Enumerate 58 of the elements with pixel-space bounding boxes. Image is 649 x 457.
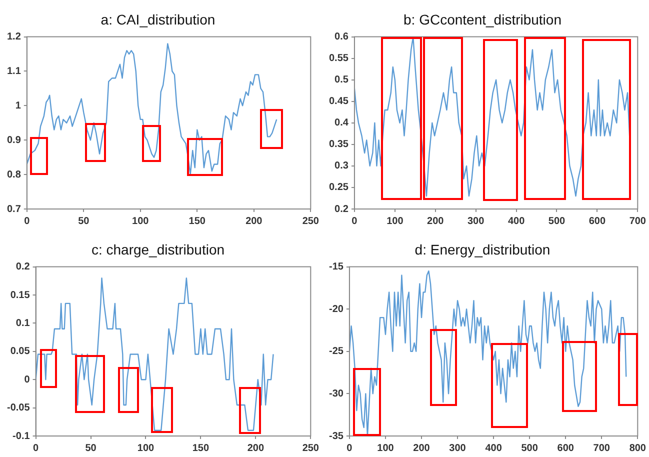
x-tick-label: 200 — [246, 216, 263, 227]
y-tick-label: 0.9 — [6, 134, 22, 146]
x-tick-label: 100 — [137, 442, 155, 454]
x-tick-label: 250 — [302, 442, 320, 454]
y-tick-label: -25 — [329, 346, 344, 358]
y-tick-label: 0.4 — [334, 118, 349, 129]
y-tick-label: 0.15 — [10, 290, 30, 301]
y-tick-label: 1.1 — [6, 66, 22, 77]
x-tick-label: 600 — [557, 442, 574, 454]
y-tick-label: -35 — [329, 430, 344, 442]
y-tick-label: -0.1 — [12, 430, 30, 442]
y-tick-label: 0.55 — [328, 53, 349, 64]
x-tick-label: 200 — [413, 442, 430, 454]
x-tick-label: 50 — [78, 216, 90, 227]
y-tick-label: 0.2 — [334, 204, 349, 215]
chart-title: b: GCcontent_distribution — [404, 11, 562, 28]
x-tick-label: 200 — [427, 216, 444, 227]
y-tick-label: 0.05 — [10, 346, 30, 358]
x-tick-label: 400 — [485, 442, 502, 454]
x-tick-label: 200 — [247, 442, 264, 454]
x-tick-label: 250 — [302, 216, 320, 227]
x-tick-label: 600 — [588, 216, 606, 227]
y-tick-label: 0 — [24, 374, 30, 386]
x-tick-label: 100 — [386, 216, 404, 227]
x-tick-label: 100 — [132, 216, 150, 227]
x-tick-label: 150 — [188, 216, 206, 227]
x-tick-label: 500 — [548, 216, 566, 227]
chart-title: a: CAI_distribution — [100, 11, 216, 28]
chart-title: c: charge_distribution — [91, 241, 225, 258]
x-tick-label: 700 — [593, 442, 610, 454]
x-tick-label: 50 — [85, 442, 97, 454]
x-tick-label: 300 — [467, 216, 485, 227]
y-tick-label: 0.3 — [334, 160, 349, 172]
x-tick-label: 0 — [33, 442, 40, 454]
y-tick-label: 1.2 — [6, 32, 22, 43]
y-tick-label: -30 — [329, 388, 344, 400]
y-tick-label: 0.5 — [334, 74, 349, 86]
chart-title: d: Energy_distribution — [414, 241, 550, 258]
y-tick-label: 0.25 — [328, 182, 349, 194]
x-tick-label: 100 — [377, 442, 394, 454]
x-tick-label: 800 — [629, 442, 646, 454]
y-tick-label: 0.8 — [6, 169, 22, 180]
x-tick-label: 700 — [629, 216, 646, 227]
y-tick-label: -15 — [329, 262, 344, 273]
x-tick-label: 300 — [449, 442, 466, 454]
y-tick-label: 0.1 — [16, 318, 30, 329]
y-tick-label: -20 — [329, 304, 344, 315]
y-tick-label: 0.45 — [328, 96, 349, 108]
y-tick-label: 0.2 — [16, 262, 30, 273]
y-tick-label: 0.35 — [328, 139, 349, 150]
y-tick-label: 0.7 — [6, 204, 22, 215]
y-tick-label: -0.05 — [6, 402, 30, 414]
y-tick-label: 0.6 — [334, 32, 349, 43]
y-tick-label: 1 — [15, 100, 22, 112]
x-tick-label: 400 — [508, 216, 526, 227]
x-tick-label: 0 — [352, 216, 358, 227]
x-tick-label: 150 — [192, 442, 210, 454]
x-tick-label: 500 — [521, 442, 538, 454]
